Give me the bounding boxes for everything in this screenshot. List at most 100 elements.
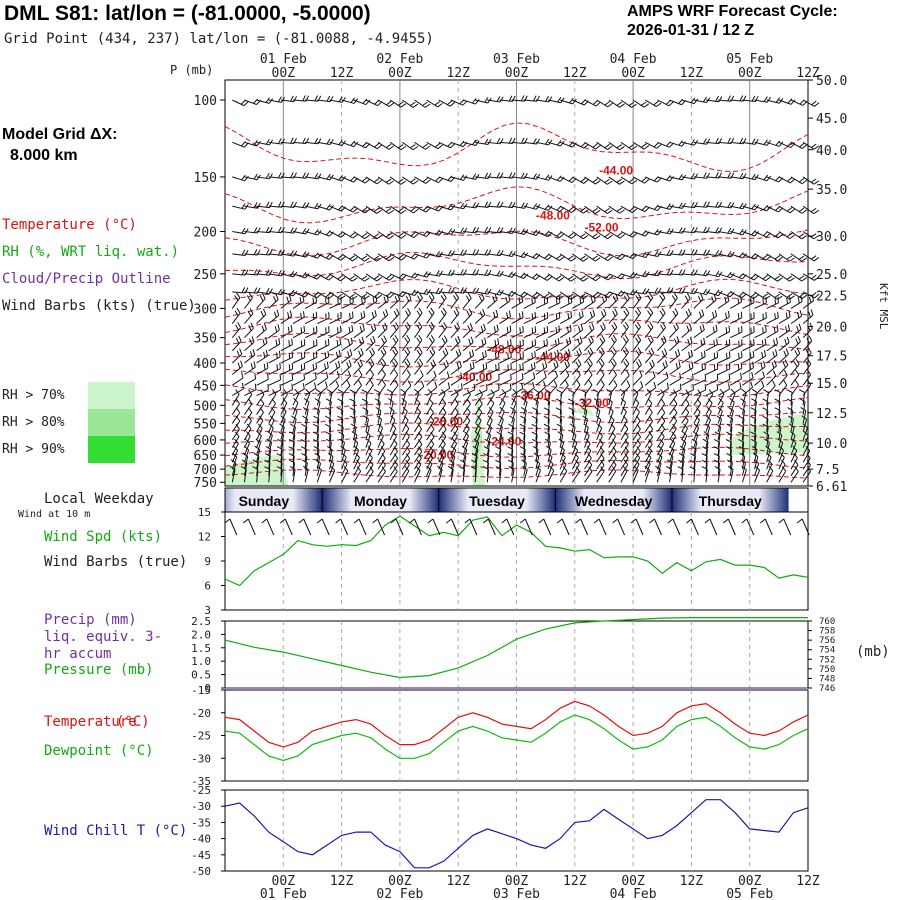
- wind-barb-flag: [290, 172, 294, 178]
- wind-barb-staff: [608, 363, 617, 375]
- wind-barb-flag: [439, 288, 443, 294]
- wind-barb: [459, 459, 466, 476]
- wind-barb-flag: [531, 415, 538, 420]
- wind-barb-staff: [535, 302, 548, 309]
- wind-barb-staff: [523, 356, 536, 364]
- wind-barb-staff: [632, 457, 641, 470]
- wind-barb: [341, 459, 348, 477]
- wind-barb: [292, 311, 305, 325]
- wind-barb: [231, 335, 242, 352]
- wind-barb: [644, 438, 653, 456]
- surface-wind-barb-flag: [630, 518, 637, 524]
- wind-barb-flag: [648, 415, 654, 422]
- wind-barb: [656, 415, 666, 433]
- wind-barb: [498, 415, 504, 432]
- wind-barb-staff: [730, 331, 743, 339]
- wind-barb: [790, 205, 808, 214]
- wind-barb-staff: [389, 327, 399, 338]
- wind-barb-flag: [750, 415, 756, 420]
- wind-barb-staff: [317, 377, 329, 386]
- wind-barb-flag: [483, 446, 490, 450]
- wind-barb: [487, 373, 500, 386]
- wind-barb-flag: [340, 256, 346, 261]
- wind-barb-flag: [441, 389, 446, 395]
- wind-barb: [778, 359, 789, 375]
- wind-barb-flag: [423, 271, 428, 277]
- wind-barb-flag: [761, 340, 764, 347]
- wind-barb-staff: [608, 374, 617, 386]
- wind-barb: [377, 141, 395, 150]
- wind-barb-staff: [365, 300, 378, 309]
- wind-barb-flag: [313, 415, 320, 420]
- wind-barb-staff: [620, 99, 632, 108]
- wind-barb-flag: [739, 137, 744, 144]
- wind-barb-staff: [316, 469, 322, 483]
- wind-barb-flag: [478, 295, 483, 302]
- wind-barb: [669, 398, 678, 415]
- wind-barb: [523, 351, 536, 364]
- wind-barb: [596, 273, 614, 281]
- wind-barb-flag: [401, 274, 407, 280]
- wind-barb-flag: [773, 360, 777, 367]
- wind-barb-flag: [556, 415, 562, 420]
- pressure-right-tick-label: 750: [819, 665, 835, 675]
- wind-barb-flag: [801, 294, 808, 300]
- wind-barb-staff: [244, 273, 258, 276]
- wind-barb-staff: [547, 410, 550, 424]
- wind-barb-flag: [382, 347, 387, 353]
- wind-barb: [766, 273, 783, 282]
- wind-barb-flag: [559, 176, 565, 182]
- wind-barb-staff: [438, 297, 447, 309]
- wind-barb-staff: [316, 401, 321, 415]
- wind-barb-staff: [462, 394, 471, 406]
- wind-barb-staff: [754, 456, 759, 470]
- wind-barb-flag: [393, 358, 399, 365]
- wind-barb-flag: [325, 371, 329, 378]
- wind-barb-flag: [690, 173, 695, 179]
- wind-barb: [559, 459, 567, 477]
- wind-barb-staff: [244, 141, 258, 147]
- wind-barb-flag: [760, 362, 763, 369]
- wind-barb-flag: [473, 438, 479, 443]
- wind-barb-staff: [778, 353, 789, 364]
- wind-barb: [450, 335, 461, 352]
- wind-barb: [523, 229, 541, 236]
- wind-barb: [401, 308, 411, 324]
- wind-barb-staff: [353, 253, 365, 262]
- wind-barb: [256, 308, 267, 324]
- wind-barb: [523, 252, 541, 260]
- wind-barb-staff: [790, 291, 803, 300]
- wind-barb: [292, 373, 306, 386]
- wind-barb-staff: [730, 176, 744, 180]
- wind-barb-flag: [416, 459, 422, 465]
- wind-barb-flag: [786, 336, 790, 343]
- wind-barb-flag: [593, 398, 600, 403]
- wind-barb-flag: [339, 325, 342, 332]
- wind-barb: [304, 339, 318, 352]
- wind-barb-staff: [389, 253, 402, 261]
- wind-barb-staff: [341, 418, 344, 432]
- wind-barb-flag: [313, 252, 319, 258]
- wind-barb: [656, 398, 665, 415]
- wind-barb-flag: [443, 362, 447, 369]
- wind-barb-flag: [534, 294, 541, 299]
- wind-barb-staff: [523, 469, 528, 483]
- wind-barb-flag: [649, 292, 654, 299]
- wind-barb: [377, 309, 389, 324]
- wind-barb: [389, 415, 396, 433]
- wind-barb-staff: [450, 273, 464, 276]
- wind-barb: [669, 336, 680, 352]
- wind-barb-flag: [370, 358, 375, 365]
- wind-barb-flag: [290, 250, 295, 256]
- wind-barb-flag: [484, 138, 489, 145]
- wind-barb-flag: [356, 466, 362, 472]
- wind-barb-staff: [414, 291, 428, 295]
- wind-barb-staff: [790, 315, 802, 325]
- wind-barb-flag: [701, 352, 703, 359]
- wind-barb-flag: [415, 398, 421, 404]
- wind-barb-staff: [559, 375, 570, 386]
- wind-barb-staff: [802, 374, 812, 386]
- wind-barb-staff: [584, 374, 593, 386]
- surface-wind-barb: [303, 518, 312, 536]
- wind-barb: [231, 398, 240, 415]
